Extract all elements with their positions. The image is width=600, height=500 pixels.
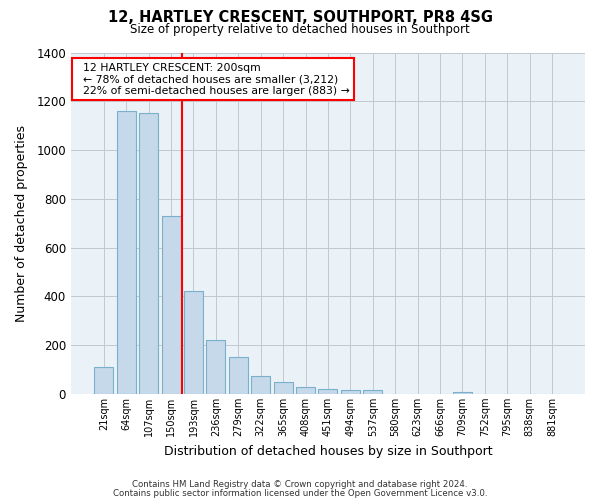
- Text: Contains public sector information licensed under the Open Government Licence v3: Contains public sector information licen…: [113, 488, 487, 498]
- Bar: [184, 292, 203, 394]
- Bar: [251, 376, 270, 394]
- Bar: [453, 392, 472, 394]
- Text: 12, HARTLEY CRESCENT, SOUTHPORT, PR8 4SG: 12, HARTLEY CRESCENT, SOUTHPORT, PR8 4SG: [107, 10, 493, 25]
- Text: Size of property relative to detached houses in Southport: Size of property relative to detached ho…: [130, 22, 470, 36]
- X-axis label: Distribution of detached houses by size in Southport: Distribution of detached houses by size …: [164, 444, 492, 458]
- Text: Contains HM Land Registry data © Crown copyright and database right 2024.: Contains HM Land Registry data © Crown c…: [132, 480, 468, 489]
- Bar: [363, 390, 382, 394]
- Text: 12 HARTLEY CRESCENT: 200sqm
  ← 78% of detached houses are smaller (3,212)
  22%: 12 HARTLEY CRESCENT: 200sqm ← 78% of det…: [76, 62, 350, 96]
- Bar: [161, 216, 181, 394]
- Bar: [229, 358, 248, 394]
- Bar: [341, 390, 360, 394]
- Bar: [274, 382, 293, 394]
- Y-axis label: Number of detached properties: Number of detached properties: [15, 124, 28, 322]
- Bar: [94, 367, 113, 394]
- Bar: [319, 389, 337, 394]
- Bar: [139, 114, 158, 394]
- Bar: [206, 340, 226, 394]
- Bar: [296, 386, 315, 394]
- Bar: [117, 111, 136, 394]
